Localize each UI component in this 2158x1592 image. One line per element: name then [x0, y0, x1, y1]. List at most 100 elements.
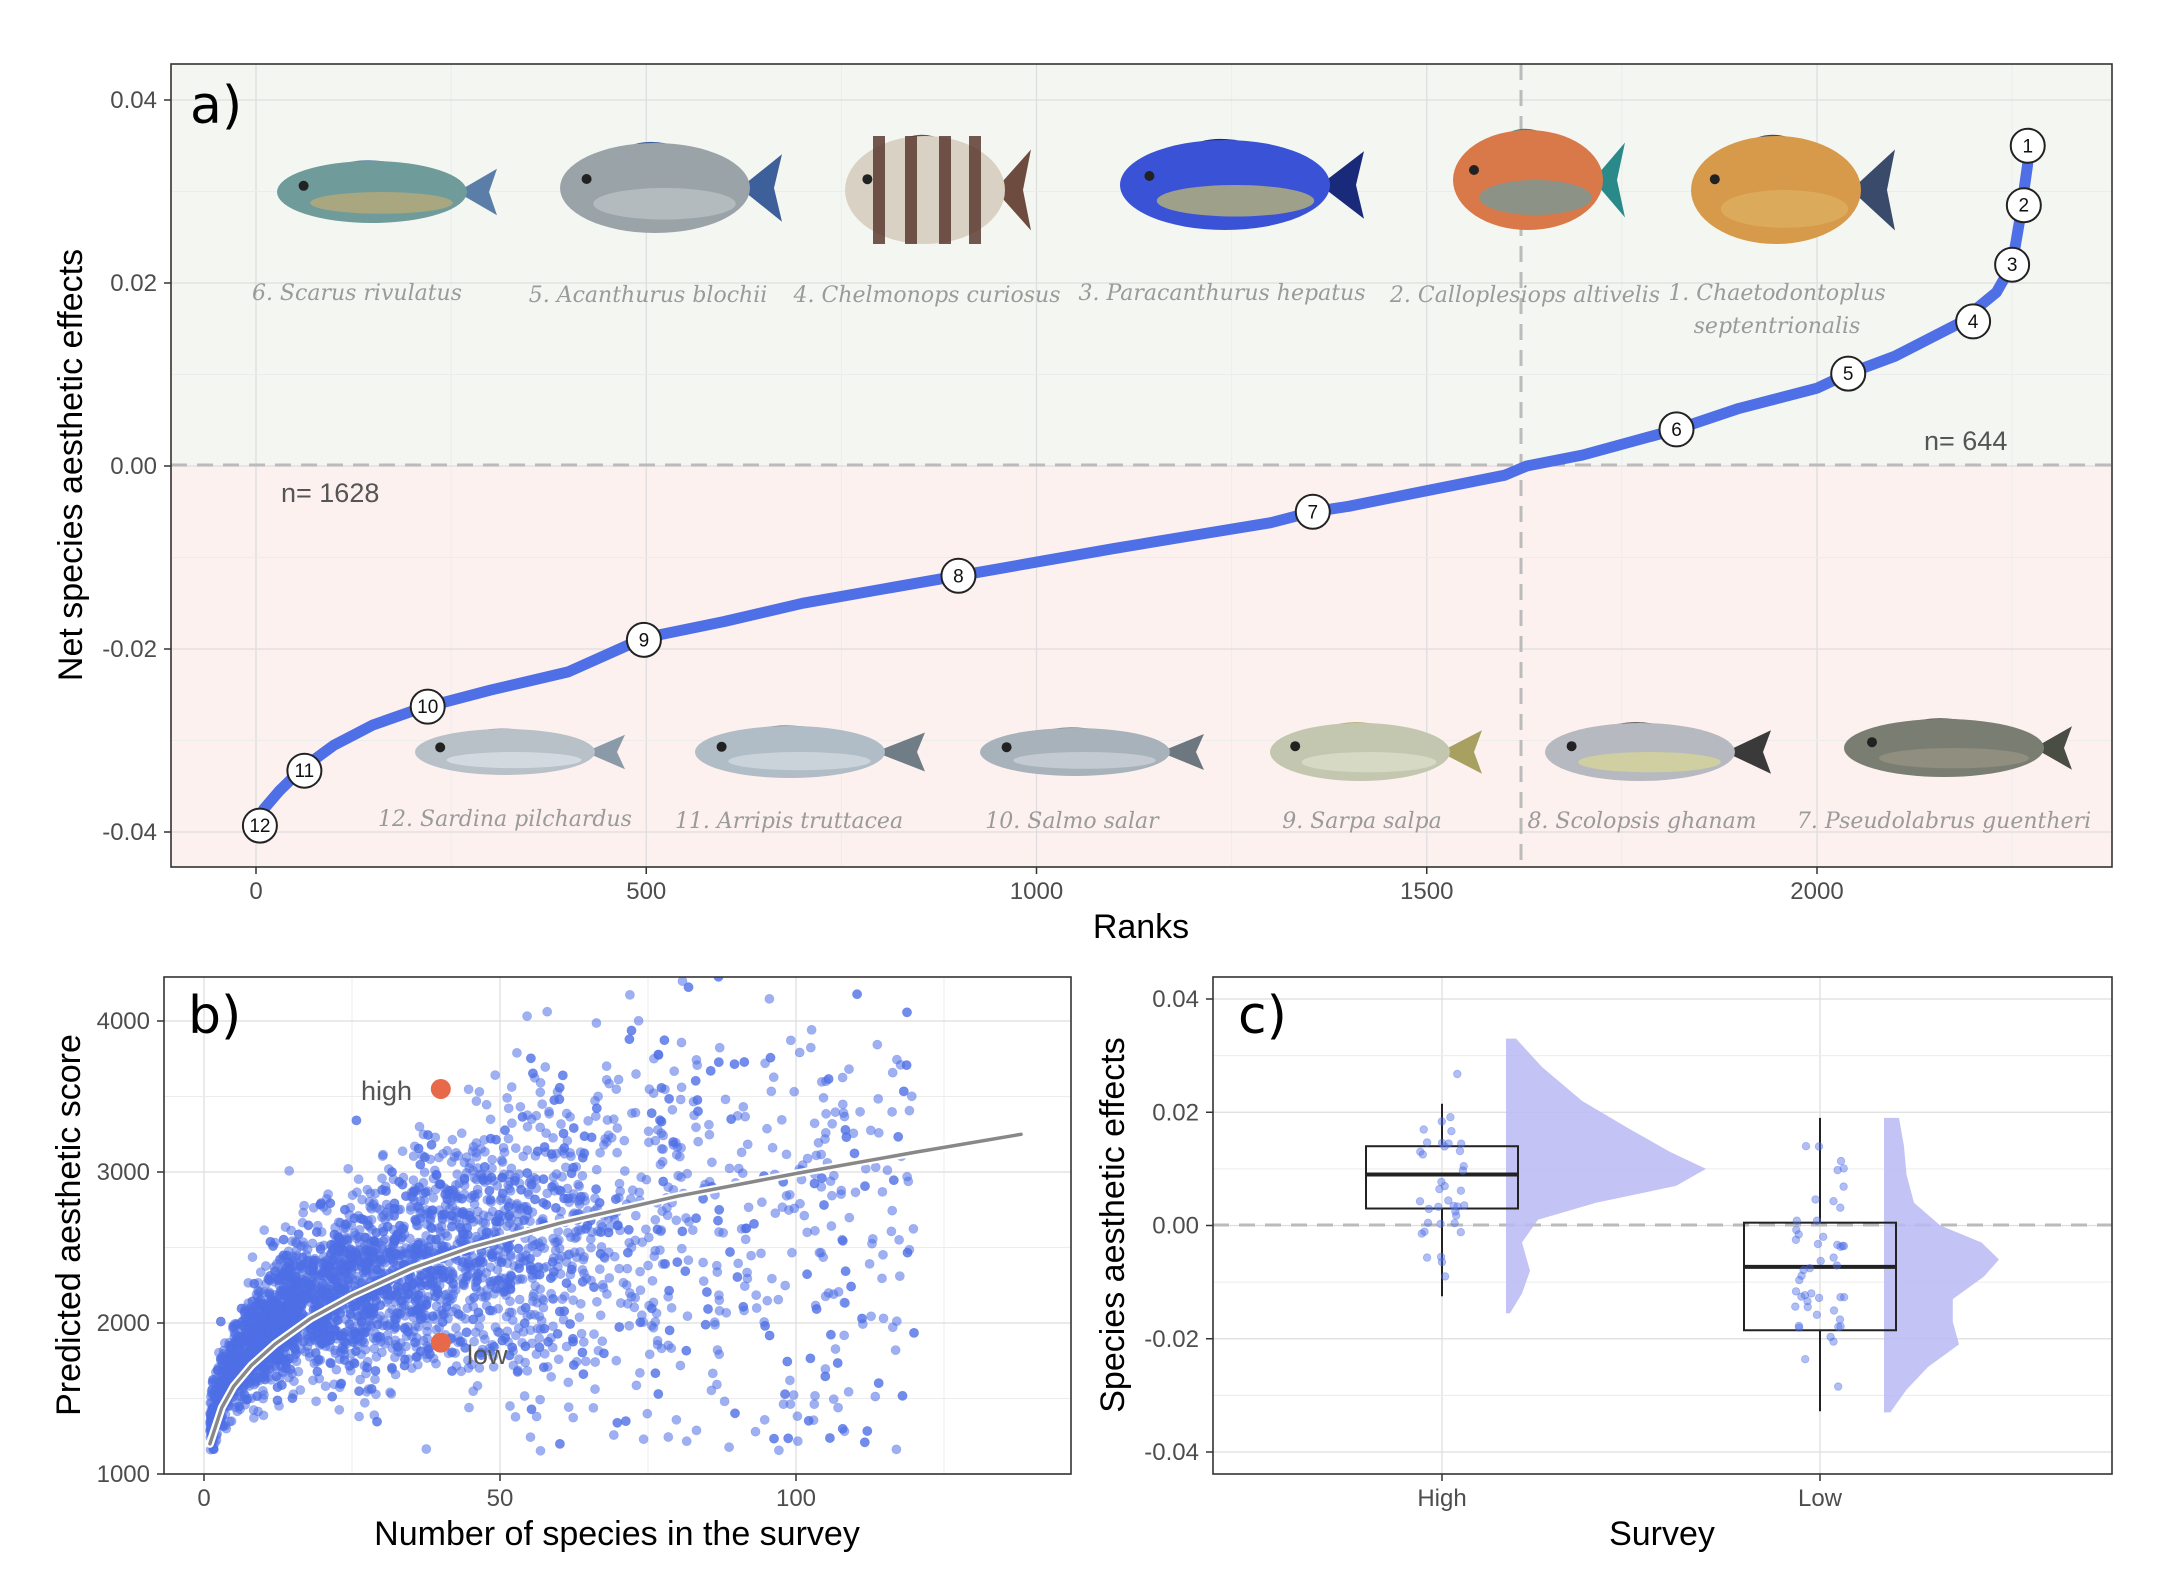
survey-point — [468, 1314, 479, 1325]
species-point — [1440, 1181, 1449, 1191]
survey-point — [279, 1316, 290, 1327]
survey-point — [625, 990, 635, 1000]
survey-point — [503, 1103, 514, 1114]
species-point — [1801, 1141, 1811, 1151]
survey-point — [660, 1259, 671, 1269]
survey-point — [548, 1133, 558, 1143]
survey-point — [613, 1074, 624, 1085]
survey-point — [235, 1346, 246, 1356]
survey-point — [595, 1310, 606, 1321]
survey-point — [389, 1198, 400, 1209]
survey-point — [519, 1318, 530, 1329]
survey-point — [690, 1075, 701, 1086]
survey-point — [729, 1059, 740, 1069]
survey-point — [738, 1301, 749, 1312]
survey-point — [663, 1432, 674, 1442]
species-point — [1419, 1125, 1428, 1134]
fish-eye — [716, 741, 727, 752]
fish-illustration — [1120, 138, 1364, 230]
survey-point — [253, 1406, 263, 1417]
survey-point — [683, 1255, 694, 1266]
survey-point — [354, 1332, 365, 1343]
survey-point — [280, 1342, 291, 1352]
survey-point — [451, 1323, 461, 1333]
fish-eye — [1709, 174, 1720, 185]
survey-point — [471, 1271, 482, 1281]
survey-point — [595, 1147, 605, 1158]
species-point — [1833, 1382, 1843, 1391]
survey-point — [825, 1433, 835, 1443]
survey-point — [655, 1159, 666, 1170]
survey-point — [714, 1042, 725, 1053]
survey-point — [457, 1193, 467, 1204]
survey-point — [890, 1345, 901, 1355]
survey-point — [497, 1157, 508, 1167]
survey-point — [630, 1107, 641, 1118]
rank-badge-circle — [286, 752, 323, 789]
survey-point — [488, 1351, 499, 1362]
fish-tail — [1160, 734, 1204, 770]
survey-point — [325, 1198, 336, 1209]
species-point — [1417, 1229, 1426, 1238]
survey-point — [724, 1442, 734, 1452]
species-point — [1418, 1150, 1427, 1159]
survey-point — [334, 1404, 345, 1415]
survey-point — [540, 1062, 551, 1072]
species-point — [1818, 1232, 1828, 1241]
survey-point — [331, 1364, 342, 1375]
survey-point — [362, 1304, 373, 1314]
survey-point — [548, 1294, 558, 1304]
survey-point — [565, 1319, 575, 1329]
survey-point — [391, 1290, 401, 1300]
survey-point — [799, 1210, 810, 1221]
survey-point — [433, 1152, 444, 1163]
survey-point — [469, 1173, 480, 1183]
y-tick-label: 0.00 — [110, 453, 157, 480]
survey-point — [228, 1321, 239, 1332]
rank-badge-circle — [2009, 127, 2046, 164]
survey-point — [887, 1067, 898, 1078]
survey-point — [334, 1246, 344, 1257]
survey-point — [520, 1341, 531, 1352]
survey-point — [249, 1278, 260, 1289]
fish-tail — [875, 732, 925, 772]
species-point — [1829, 1253, 1838, 1262]
survey-point — [877, 1187, 888, 1197]
survey-point — [502, 1277, 513, 1288]
rank-badge-label: 2 — [2019, 196, 2030, 217]
survey-point — [780, 1280, 791, 1291]
rank-badge: 8 — [940, 557, 977, 594]
survey-point — [568, 1412, 579, 1423]
rank-badge: 12 — [241, 807, 278, 844]
survey-point — [677, 977, 688, 986]
survey-point — [437, 1317, 448, 1327]
survey-point — [368, 1198, 379, 1208]
survey-point — [457, 1208, 468, 1219]
survey-point — [590, 1384, 600, 1394]
survey-point — [252, 1391, 262, 1401]
rank-badge-label: 8 — [953, 566, 964, 587]
survey-point — [597, 1336, 608, 1347]
survey-point — [494, 1275, 504, 1286]
survey-point — [525, 1432, 536, 1442]
survey-point — [405, 1202, 416, 1212]
survey-point — [551, 1203, 561, 1213]
survey-point — [531, 1411, 542, 1422]
x-tick-label: High — [1417, 1485, 1466, 1512]
fish-body — [695, 726, 885, 778]
survey-point — [760, 1321, 770, 1331]
species-point — [1422, 1138, 1432, 1147]
survey-point — [530, 1194, 540, 1205]
survey-point — [231, 1398, 242, 1408]
survey-point — [416, 1303, 427, 1314]
survey-point — [750, 1426, 761, 1437]
survey-point — [867, 1238, 877, 1249]
survey-point — [687, 1225, 698, 1235]
survey-point — [421, 1444, 432, 1454]
survey-point — [893, 1131, 904, 1142]
survey-point — [614, 1263, 625, 1274]
survey-point — [522, 1145, 533, 1155]
survey-point — [508, 1360, 519, 1371]
survey-point — [447, 1185, 458, 1196]
